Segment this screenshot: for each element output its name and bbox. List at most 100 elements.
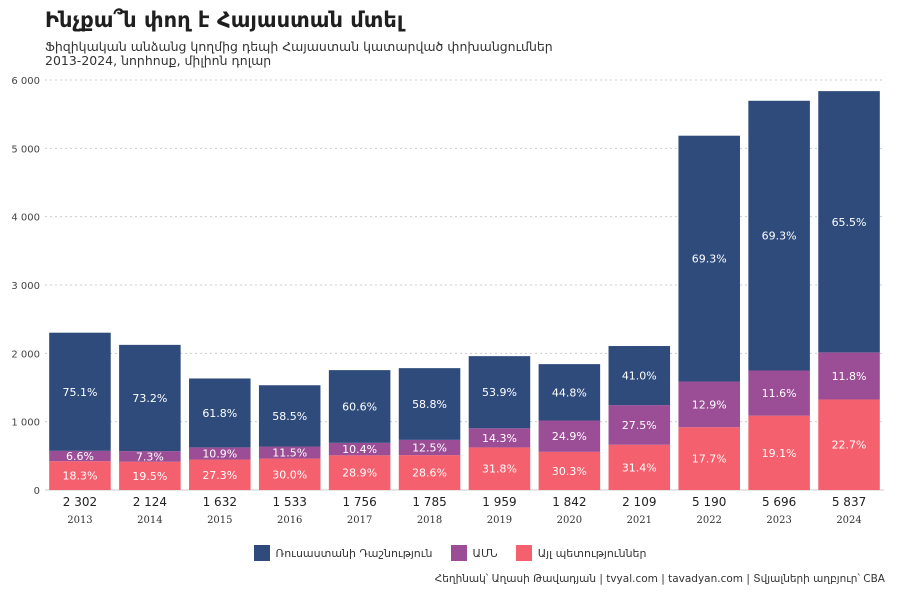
segment-share-label: 61.8%: [202, 407, 237, 420]
segment-share-label: 28.6%: [412, 467, 447, 480]
bar-total-label: 2 109: [622, 495, 656, 509]
x-tick-label: 2015: [207, 515, 232, 526]
segment-share-label: 28.9%: [342, 467, 377, 480]
segment-share-label: 19.5%: [132, 470, 167, 483]
x-tick-label: 2022: [696, 515, 721, 526]
bar-segment-russia: [468, 356, 531, 429]
legend-label: Այլ պետություններ: [537, 546, 647, 560]
x-tick-label: 2013: [67, 515, 92, 526]
bar-total-label: 5 837: [832, 495, 866, 509]
segment-share-label: 11.6%: [762, 387, 797, 400]
bar-segment-russia: [748, 100, 810, 371]
segment-share-label: 12.5%: [412, 441, 447, 454]
bar-total-label: 2 302: [63, 495, 97, 509]
segment-share-label: 6.6%: [66, 450, 94, 463]
bar-segment-other: [468, 447, 531, 490]
bar-segment-russia: [328, 370, 391, 443]
bar-segment-russia: [119, 344, 181, 452]
segment-share-label: 7.3%: [136, 450, 164, 463]
segment-share-label: 18.3%: [62, 470, 97, 483]
segment-share-label: 44.8%: [552, 386, 587, 399]
bar-segment-usa: [328, 442, 391, 456]
segment-share-label: 58.5%: [272, 410, 307, 423]
segment-share-label: 11.8%: [832, 370, 867, 383]
bar-total-label: 2 124: [133, 495, 167, 509]
bar-segment-usa: [189, 447, 251, 460]
segment-share-label: 12.9%: [692, 398, 727, 411]
bar-segment-russia: [258, 385, 321, 447]
bar-segment-russia: [678, 135, 740, 382]
bar-segment-other: [748, 415, 810, 490]
bar-segment-russia: [398, 368, 461, 440]
footer-credits: Հեղինակ՝ Աղասի Թավադյան | tvyal.com | ta…: [434, 573, 885, 585]
x-tick-label: 2014: [137, 515, 162, 526]
segment-share-label: 58.8%: [412, 398, 447, 411]
bar-segment-other: [49, 461, 111, 490]
segment-share-label: 22.7%: [832, 439, 867, 452]
bar-segment-russia: [608, 346, 671, 406]
bar-segment-usa: [748, 370, 810, 416]
x-tick-label: 2024: [836, 515, 861, 526]
segment-share-label: 53.9%: [482, 386, 517, 399]
segment-share-label: 41.0%: [622, 370, 657, 383]
chart-title: Ինչքա՞ն փող է Հայաստան մտել: [45, 8, 404, 32]
bar-segment-usa: [119, 451, 181, 462]
segment-share-label: 69.3%: [762, 230, 797, 243]
segment-share-label: 30.0%: [272, 468, 307, 481]
segment-share-label: 11.5%: [272, 447, 307, 460]
bar-total-label: 1 842: [552, 495, 586, 509]
y-tick-label: 2 000: [11, 349, 40, 360]
segment-share-label: 31.4%: [622, 461, 657, 474]
bar-segment-russia: [538, 364, 601, 421]
segment-share-label: 10.9%: [202, 447, 237, 460]
legend-swatch: [515, 545, 532, 561]
legend-label: Ռուսաստանի Դաշնություն: [275, 546, 433, 560]
segment-share-label: 27.3%: [202, 469, 237, 482]
bar-segment-usa: [818, 352, 880, 400]
legend-item-russia: Ռուսաստանի Դաշնություն: [253, 545, 433, 561]
segment-share-label: 65.5%: [832, 216, 867, 229]
segment-share-label: 27.5%: [622, 419, 657, 432]
segment-share-label: 75.1%: [62, 386, 97, 399]
y-tick-label: 4 000: [11, 213, 40, 224]
segment-share-label: 73.2%: [132, 392, 167, 405]
bar-segment-other: [678, 427, 740, 490]
bar-segment-other: [818, 399, 880, 490]
segment-share-label: 19.1%: [762, 447, 797, 460]
legend-swatch: [450, 545, 467, 561]
x-tick-label: 2021: [627, 515, 652, 526]
bar-segment-usa: [608, 405, 671, 445]
y-tick-label: 0: [34, 486, 40, 497]
bar-total-label: 1 756: [342, 495, 376, 509]
y-tick-label: 5 000: [11, 144, 40, 155]
segment-share-label: 10.4%: [342, 443, 377, 456]
segment-share-label: 69.3%: [692, 253, 727, 266]
bar-segment-other: [538, 451, 601, 490]
segment-share-label: 31.8%: [482, 463, 517, 476]
bar-total-label: 1 533: [273, 495, 307, 509]
segment-share-label: 60.6%: [342, 400, 377, 413]
bar-segment-other: [328, 455, 391, 490]
bar-segment-usa: [49, 450, 111, 462]
bar-total-label: 5 190: [692, 495, 726, 509]
chart-subtitle: Ֆիզիկական անձանց կողմից դեպի Հայաստան կա…: [45, 40, 553, 68]
y-tick-label: 1 000: [11, 418, 40, 429]
legend-item-other: Այլ պետություններ: [515, 545, 647, 561]
subtitle-line-1: Ֆիզիկական անձանց կողմից դեպի Հայաստան կա…: [45, 39, 553, 54]
bar-segment-usa: [398, 439, 461, 456]
x-tick-label: 2018: [417, 515, 442, 526]
legend: Ռուսաստանի Դաշնություն ԱՄՆ Այլ պետությունն…: [0, 545, 900, 561]
segment-share-label: 30.3%: [552, 465, 587, 478]
bar-total-label: 1 959: [482, 495, 516, 509]
bar-total-label: 1 785: [412, 495, 446, 509]
bar-segment-russia: [818, 91, 880, 353]
legend-swatch: [253, 545, 270, 561]
bar-segment-russia: [189, 378, 251, 448]
segment-share-label: 17.7%: [692, 453, 727, 466]
y-tick-label: 3 000: [11, 281, 40, 292]
bar-segment-other: [189, 459, 251, 490]
x-tick-label: 2020: [557, 515, 582, 526]
bar-segment-other: [119, 461, 181, 490]
bar-segment-russia: [49, 332, 111, 451]
